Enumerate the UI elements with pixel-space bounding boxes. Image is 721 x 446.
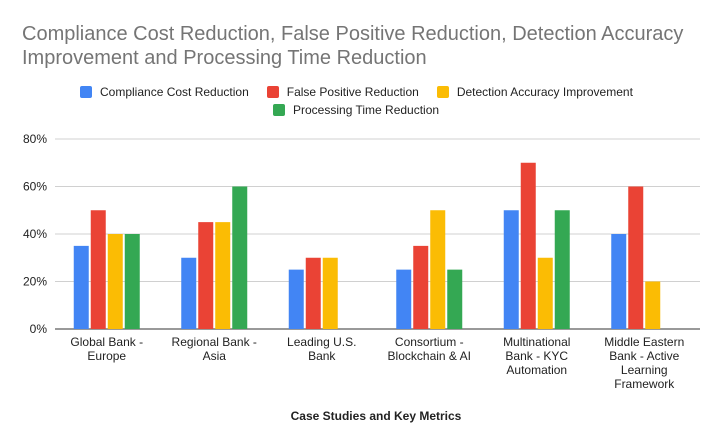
bar xyxy=(232,186,248,329)
y-tick-label: 60% xyxy=(23,180,47,194)
x-category-label: Learning xyxy=(621,363,668,377)
bar xyxy=(305,257,321,329)
bar xyxy=(322,257,338,329)
legend-swatch xyxy=(80,86,92,98)
legend-label: False Positive Reduction xyxy=(286,85,419,99)
bar xyxy=(90,210,106,329)
legend-swatch xyxy=(436,86,449,98)
legend-item-compliance-cost[interactable]: Compliance Cost Reduction xyxy=(80,85,249,99)
x-category-label: Blockchain & AI xyxy=(388,349,471,363)
x-category-label: Regional Bank - xyxy=(172,335,257,349)
x-category-label: Bank - KYC xyxy=(505,349,568,363)
x-category-label: Bank - Active xyxy=(609,349,679,363)
bar xyxy=(215,222,231,329)
chart-title: Compliance Cost Reduction, False Positiv… xyxy=(22,23,684,69)
bar xyxy=(645,281,661,329)
bar xyxy=(447,269,463,329)
y-tick-label: 40% xyxy=(23,227,47,241)
x-category-label: Global Bank - xyxy=(70,335,143,349)
legend-row-2: Processing Time Reduction xyxy=(273,103,457,117)
legend-item-false-positive[interactable]: False Positive Reduction xyxy=(266,85,419,99)
legend-swatch xyxy=(266,86,279,98)
x-category-label: Automation xyxy=(506,363,567,377)
bar xyxy=(198,222,214,329)
x-category-label: Europe xyxy=(87,349,126,363)
x-category-label: Consortium - xyxy=(395,335,464,349)
legend-swatch xyxy=(273,104,285,116)
legend-item-processing-time[interactable]: Processing Time Reduction xyxy=(273,103,439,117)
bar xyxy=(628,186,644,329)
y-tick-label: 0% xyxy=(30,322,48,336)
x-category-label: Leading U.S. xyxy=(287,335,356,349)
bar xyxy=(503,210,519,329)
bar xyxy=(611,234,627,329)
legend-label: Detection Accuracy Improvement xyxy=(456,85,633,99)
bar xyxy=(288,269,304,329)
bar xyxy=(520,162,536,329)
x-category-label: Framework xyxy=(614,377,675,391)
x-axis-title: Case Studies and Key Metrics xyxy=(291,409,462,423)
x-category-label: Bank xyxy=(308,349,336,363)
bar xyxy=(73,245,89,329)
bar xyxy=(413,245,429,329)
legend-row-1: Compliance Cost Reduction False Positive… xyxy=(80,85,651,99)
bar xyxy=(181,257,197,329)
bar xyxy=(396,269,412,329)
y-tick-label: 80% xyxy=(23,132,47,146)
legend-label: Compliance Cost Reduction xyxy=(100,85,249,99)
legend-item-detection-accuracy[interactable]: Detection Accuracy Improvement xyxy=(436,85,633,99)
bar xyxy=(430,210,446,329)
y-tick-label: 20% xyxy=(23,275,47,289)
x-category-label: Multinational xyxy=(503,335,570,349)
bar xyxy=(554,210,570,329)
bar xyxy=(124,234,140,329)
bar xyxy=(537,257,553,329)
legend-label: Processing Time Reduction xyxy=(293,103,440,117)
x-category-label: Asia xyxy=(203,349,227,363)
bar xyxy=(107,234,123,329)
x-category-label: Middle Eastern xyxy=(604,335,684,349)
